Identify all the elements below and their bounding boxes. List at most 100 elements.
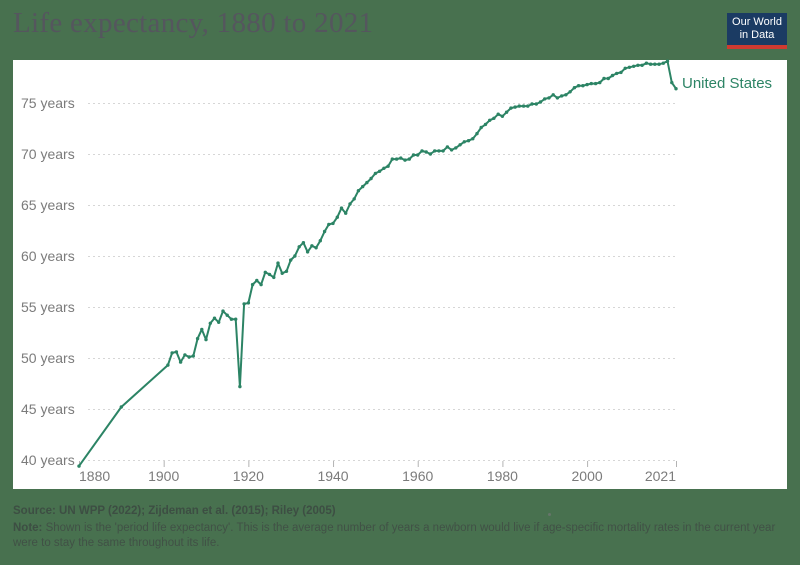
data-point[interactable]	[322, 229, 327, 234]
data-point[interactable]	[471, 137, 475, 141]
data-point[interactable]	[526, 104, 530, 108]
data-point[interactable]	[77, 464, 81, 468]
data-point[interactable]	[284, 269, 289, 273]
data-point[interactable]	[543, 97, 547, 101]
data-point[interactable]	[403, 158, 407, 162]
data-point[interactable]	[394, 157, 399, 161]
data-point[interactable]	[259, 282, 263, 287]
data-point[interactable]	[411, 153, 416, 157]
data-point[interactable]	[297, 245, 301, 249]
data-point[interactable]	[217, 320, 221, 324]
data-point[interactable]	[636, 63, 640, 67]
data-point[interactable]	[576, 84, 581, 88]
data-point[interactable]	[187, 355, 191, 359]
data-point[interactable]	[386, 164, 390, 168]
series-end-label[interactable]: United States	[682, 75, 773, 92]
data-point[interactable]	[373, 171, 378, 176]
data-point[interactable]	[280, 271, 284, 275]
data-point[interactable]	[119, 405, 124, 409]
data-point[interactable]	[560, 94, 564, 98]
data-point[interactable]	[619, 70, 623, 75]
data-point[interactable]	[238, 384, 242, 389]
data-point[interactable]	[449, 148, 454, 152]
data-point[interactable]	[200, 327, 204, 332]
data-point[interactable]	[204, 337, 208, 342]
data-point[interactable]	[276, 261, 280, 265]
data-point[interactable]	[305, 250, 310, 254]
data-point[interactable]	[475, 131, 479, 136]
data-point[interactable]	[250, 282, 255, 287]
data-point[interactable]	[555, 96, 560, 100]
data-point[interactable]	[339, 206, 344, 210]
data-point[interactable]	[433, 149, 437, 153]
data-point[interactable]	[420, 149, 424, 153]
data-point[interactable]	[221, 309, 225, 313]
data-point[interactable]	[674, 87, 678, 91]
data-point[interactable]	[564, 93, 568, 97]
data-point[interactable]	[331, 221, 335, 226]
data-point[interactable]	[530, 102, 534, 106]
data-point[interactable]	[462, 140, 466, 144]
data-point[interactable]	[377, 169, 382, 173]
data-point[interactable]	[365, 180, 369, 185]
data-point[interactable]	[382, 166, 386, 170]
data-point[interactable]	[627, 65, 632, 70]
data-point[interactable]	[327, 222, 331, 227]
data-point[interactable]	[640, 63, 644, 67]
data-point[interactable]	[267, 272, 272, 277]
data-point[interactable]	[585, 82, 589, 87]
data-point[interactable]	[390, 157, 394, 161]
data-point[interactable]	[602, 76, 606, 81]
data-point[interactable]	[670, 80, 674, 85]
data-point[interactable]	[344, 211, 348, 215]
data-point[interactable]	[665, 59, 670, 63]
data-point[interactable]	[212, 316, 217, 320]
data-point[interactable]	[551, 93, 555, 97]
data-point[interactable]	[263, 270, 267, 274]
data-point[interactable]	[483, 122, 488, 127]
data-point[interactable]	[195, 336, 200, 341]
data-point[interactable]	[488, 118, 492, 123]
data-point[interactable]	[500, 114, 505, 119]
data-point[interactable]	[458, 143, 462, 147]
data-point[interactable]	[352, 197, 356, 201]
data-point[interactable]	[170, 351, 174, 355]
data-point[interactable]	[615, 71, 619, 76]
data-point[interactable]	[538, 100, 543, 104]
data-point[interactable]	[653, 62, 657, 66]
data-point[interactable]	[183, 353, 187, 357]
data-point[interactable]	[441, 149, 445, 153]
data-point[interactable]	[335, 215, 339, 219]
data-point[interactable]	[399, 156, 403, 160]
data-point[interactable]	[492, 116, 496, 121]
data-point[interactable]	[657, 62, 661, 66]
data-point[interactable]	[466, 139, 471, 143]
data-point[interactable]	[534, 102, 538, 106]
data-point[interactable]	[225, 313, 229, 317]
data-point[interactable]	[648, 62, 653, 66]
data-point[interactable]	[644, 61, 649, 65]
data-point[interactable]	[424, 150, 428, 154]
data-point[interactable]	[496, 112, 500, 116]
data-point[interactable]	[178, 360, 183, 364]
data-point[interactable]	[632, 64, 636, 69]
data-point[interactable]	[572, 86, 577, 90]
data-point[interactable]	[242, 302, 246, 306]
data-point[interactable]	[318, 239, 322, 243]
data-point[interactable]	[513, 105, 517, 109]
data-point[interactable]	[581, 84, 585, 88]
data-point[interactable]	[369, 176, 373, 181]
data-point[interactable]	[568, 90, 572, 94]
data-point[interactable]	[416, 153, 420, 157]
data-point[interactable]	[348, 202, 352, 206]
data-point[interactable]	[255, 278, 259, 283]
data-point[interactable]	[293, 254, 297, 258]
data-point[interactable]	[310, 244, 314, 248]
data-point[interactable]	[191, 354, 195, 358]
data-point[interactable]	[593, 81, 598, 86]
data-point[interactable]	[208, 321, 212, 325]
data-point[interactable]	[356, 189, 361, 193]
data-point[interactable]	[361, 184, 365, 189]
data-point[interactable]	[229, 317, 234, 321]
